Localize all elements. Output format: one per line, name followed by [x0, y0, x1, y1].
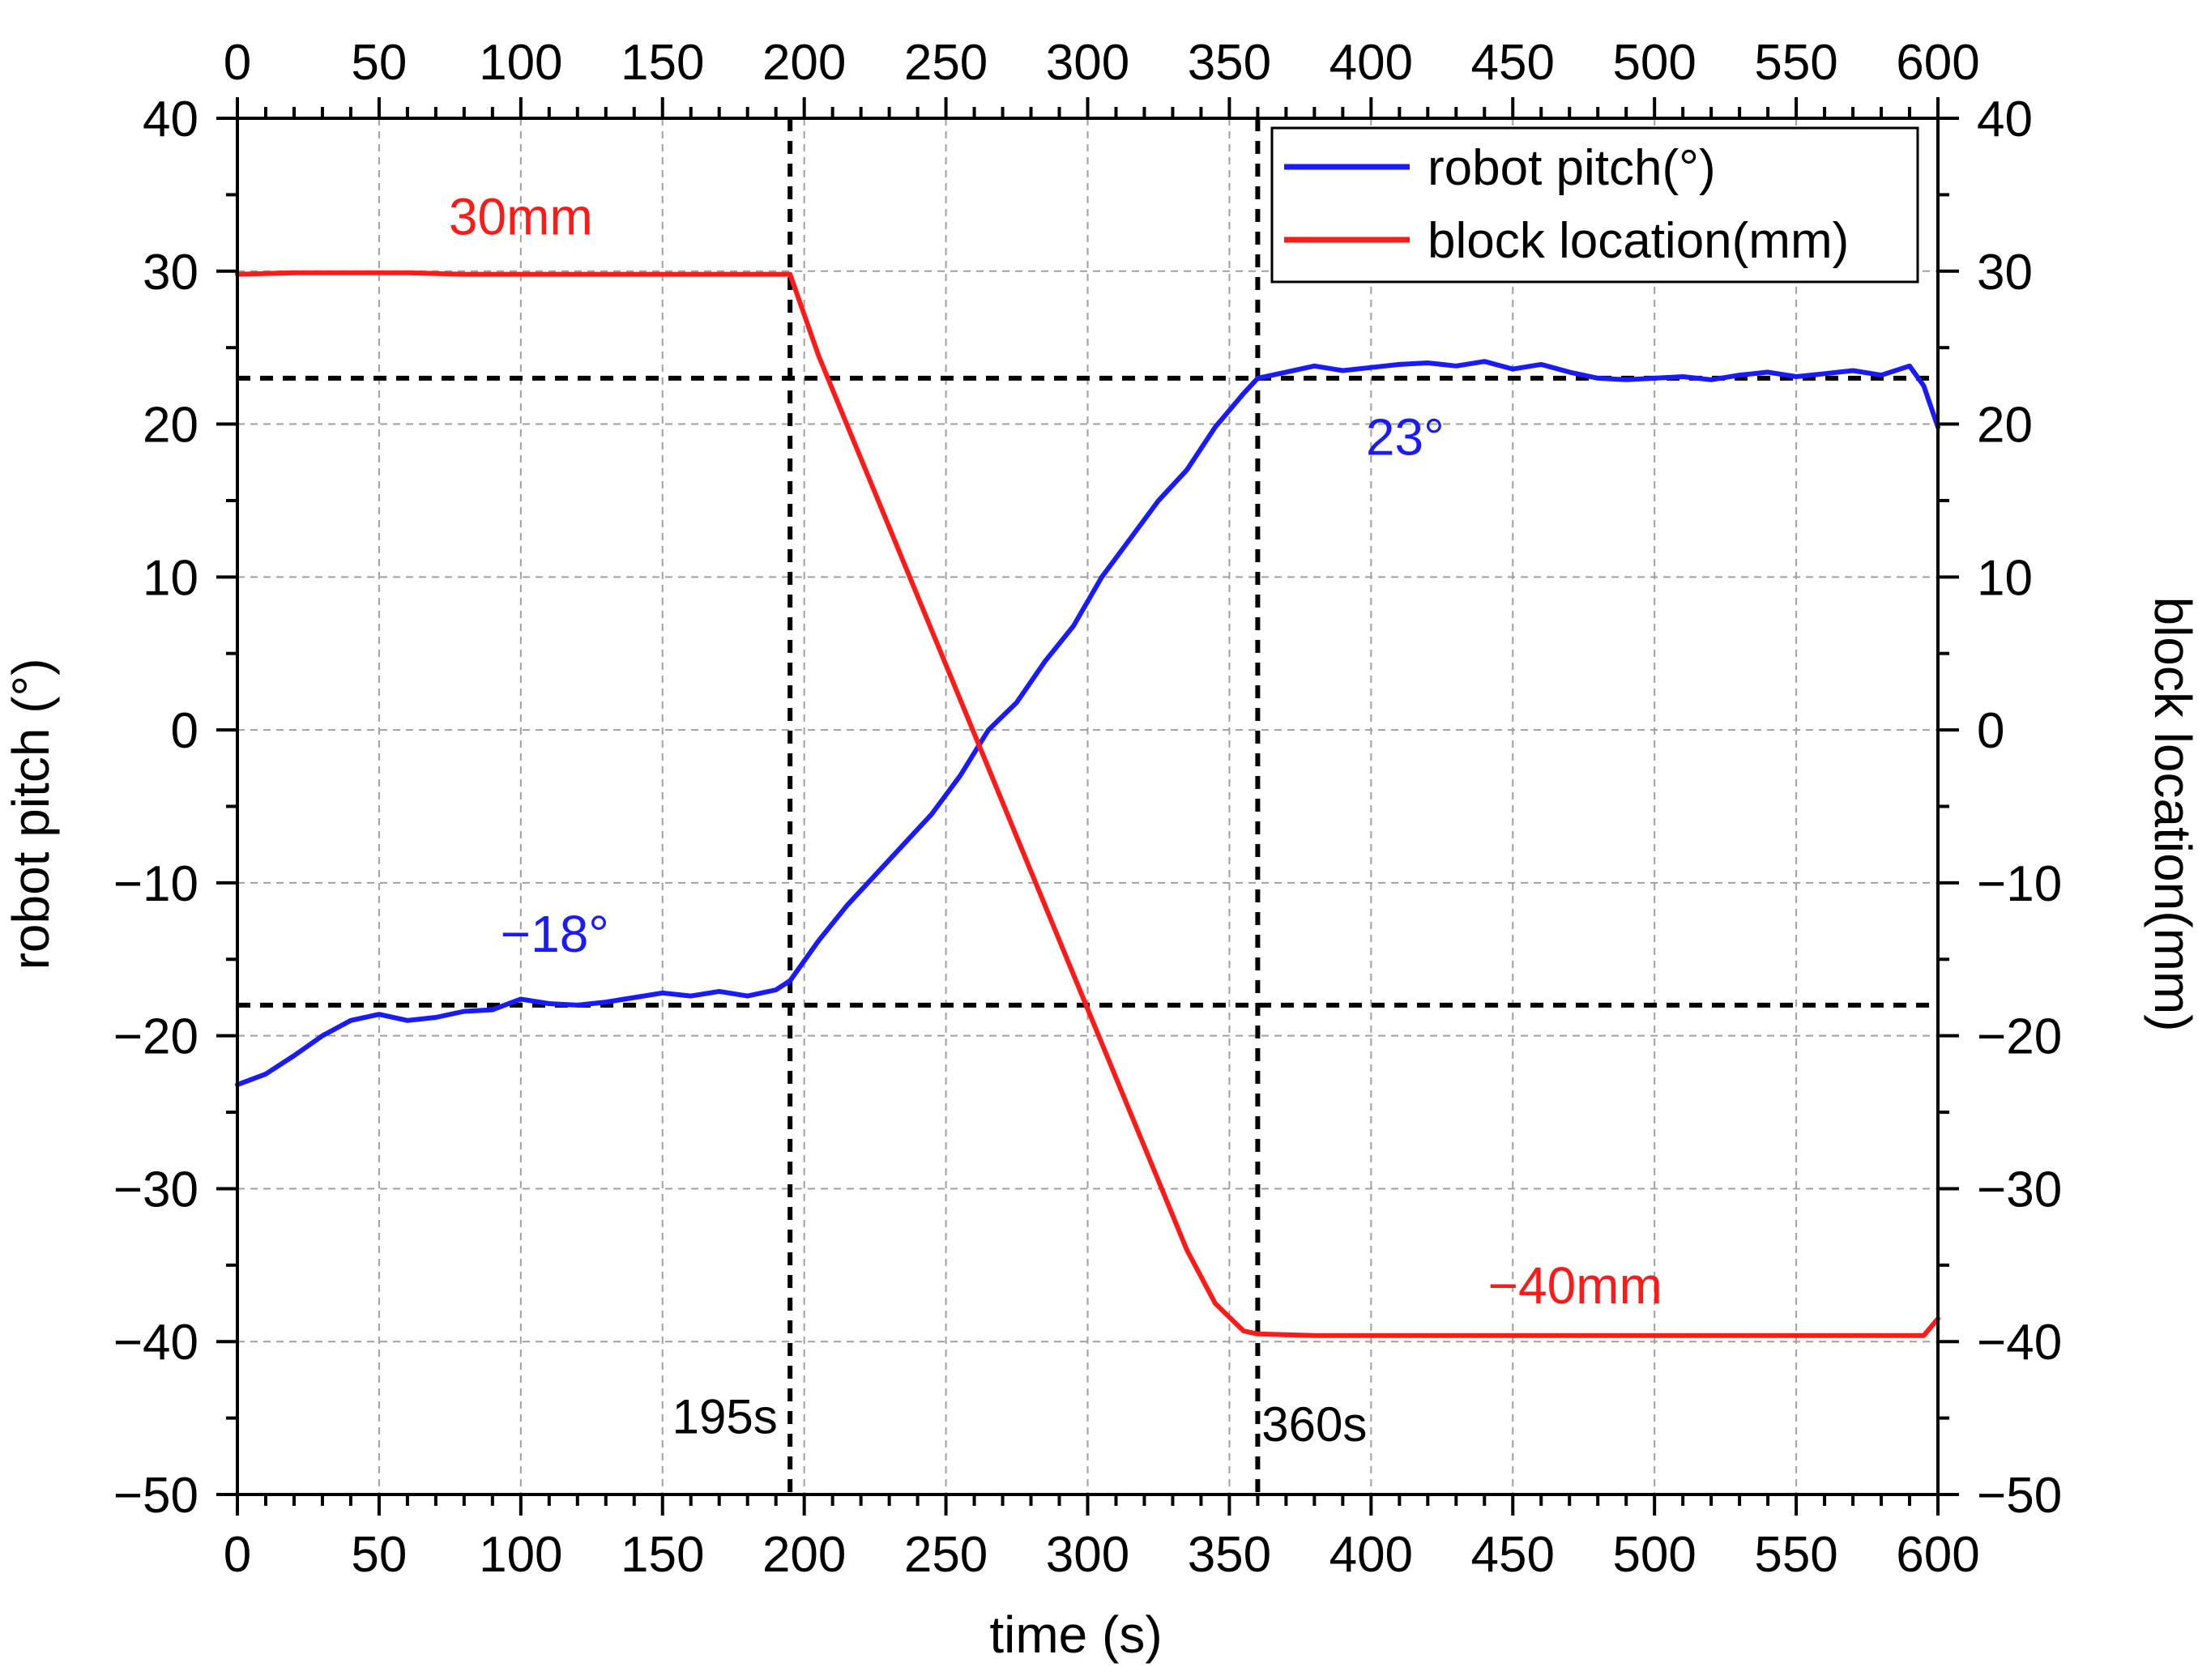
grid [237, 118, 1938, 1495]
y-axis-title-left: robot pitch (°) [2, 659, 60, 970]
y-tick-label-left: 20 [143, 398, 198, 454]
x-tick-label-top: 50 [351, 35, 407, 91]
annotation-label: −40mm [1488, 1256, 1662, 1315]
annotation-label: 30mm [449, 187, 593, 245]
x-tick-label-bottom: 350 [1188, 1527, 1271, 1583]
legend-box [1270, 126, 1919, 284]
x-tick-label-bottom: 250 [904, 1527, 988, 1583]
y-tick-label-left: −50 [113, 1468, 198, 1524]
y-tick-label-left: 40 [143, 92, 198, 147]
x-tick-label-top: 0 [224, 35, 251, 91]
x-tick-label-top: 500 [1612, 35, 1696, 91]
series-lines [235, 270, 1940, 1338]
ticks [216, 97, 1959, 1516]
x-tick-label-top: 150 [621, 35, 704, 91]
x-tick-label-bottom: 0 [224, 1527, 251, 1583]
annotation-label: 360s [1261, 1397, 1367, 1452]
y-tick-label-right: −50 [1977, 1468, 2062, 1524]
x-tick-label-bottom: 450 [1471, 1527, 1555, 1583]
x-tick-label-top: 300 [1046, 35, 1129, 91]
y-tick-label-right: 40 [1977, 92, 2033, 147]
x-tick-label-bottom: 200 [762, 1527, 846, 1583]
x-tick-label-top: 250 [904, 35, 988, 91]
y-tick-label-right: −40 [1977, 1315, 2062, 1371]
legend-label-robot-pitch: robot pitch(°) [1428, 140, 1716, 196]
x-tick-label-bottom: 150 [621, 1527, 704, 1583]
y-tick-label-left: −40 [113, 1315, 198, 1371]
x-tick-label-top: 100 [479, 35, 562, 91]
y-tick-label-left: 30 [143, 245, 198, 301]
annotation-label: −18° [501, 905, 609, 963]
y-tick-label-right: 20 [1977, 398, 2033, 454]
x-tick-label-top: 350 [1188, 35, 1271, 91]
tick-labels: 0050501001001501502002002502503003003503… [113, 35, 2062, 1583]
x-tick-label-bottom: 400 [1329, 1527, 1413, 1583]
legend-label-block-location: block location(mm) [1428, 213, 1849, 269]
y-tick-label-right: 10 [1977, 550, 2033, 606]
legend: robot pitch(°) block location(mm) [1270, 126, 1919, 284]
x-tick-label-bottom: 550 [1754, 1527, 1837, 1583]
series-block-location-line [235, 270, 1940, 1338]
series-robot-pitch-line [235, 359, 1940, 1088]
x-tick-label-top: 200 [762, 35, 846, 91]
x-tick-label-bottom: 500 [1612, 1527, 1696, 1583]
y-tick-label-right: −20 [1977, 1009, 2062, 1065]
annotation-label: 23° [1366, 407, 1445, 466]
x-tick-label-top: 450 [1471, 35, 1555, 91]
annotations: 30mm −18° 23° −40mm 195s 360s [449, 187, 1662, 1451]
y-tick-label-right: 30 [1977, 245, 2033, 301]
x-tick-label-top: 400 [1329, 35, 1413, 91]
x-tick-label-bottom: 50 [351, 1527, 407, 1583]
x-tick-label-bottom: 300 [1046, 1527, 1129, 1583]
y-tick-label-left: 10 [143, 550, 198, 606]
y-tick-label-left: 0 [171, 703, 198, 759]
reference-lines [237, 118, 1938, 1495]
y-axis-title-right: block location(mm) [2144, 596, 2198, 1031]
x-tick-label-top: 550 [1754, 35, 1837, 91]
y-tick-label-right: −30 [1977, 1162, 2062, 1217]
y-tick-label-left: −20 [113, 1009, 198, 1065]
y-tick-label-right: −10 [1977, 856, 2062, 912]
annotation-label: 195s [672, 1389, 778, 1443]
y-tick-label-left: −10 [113, 856, 198, 912]
x-axis-title: time (s) [989, 1605, 1162, 1664]
x-tick-label-top: 600 [1896, 35, 1979, 91]
y-tick-label-right: 0 [1977, 703, 2004, 759]
x-tick-label-bottom: 600 [1896, 1527, 1979, 1583]
x-tick-label-bottom: 100 [479, 1527, 562, 1583]
y-tick-label-left: −30 [113, 1162, 198, 1217]
